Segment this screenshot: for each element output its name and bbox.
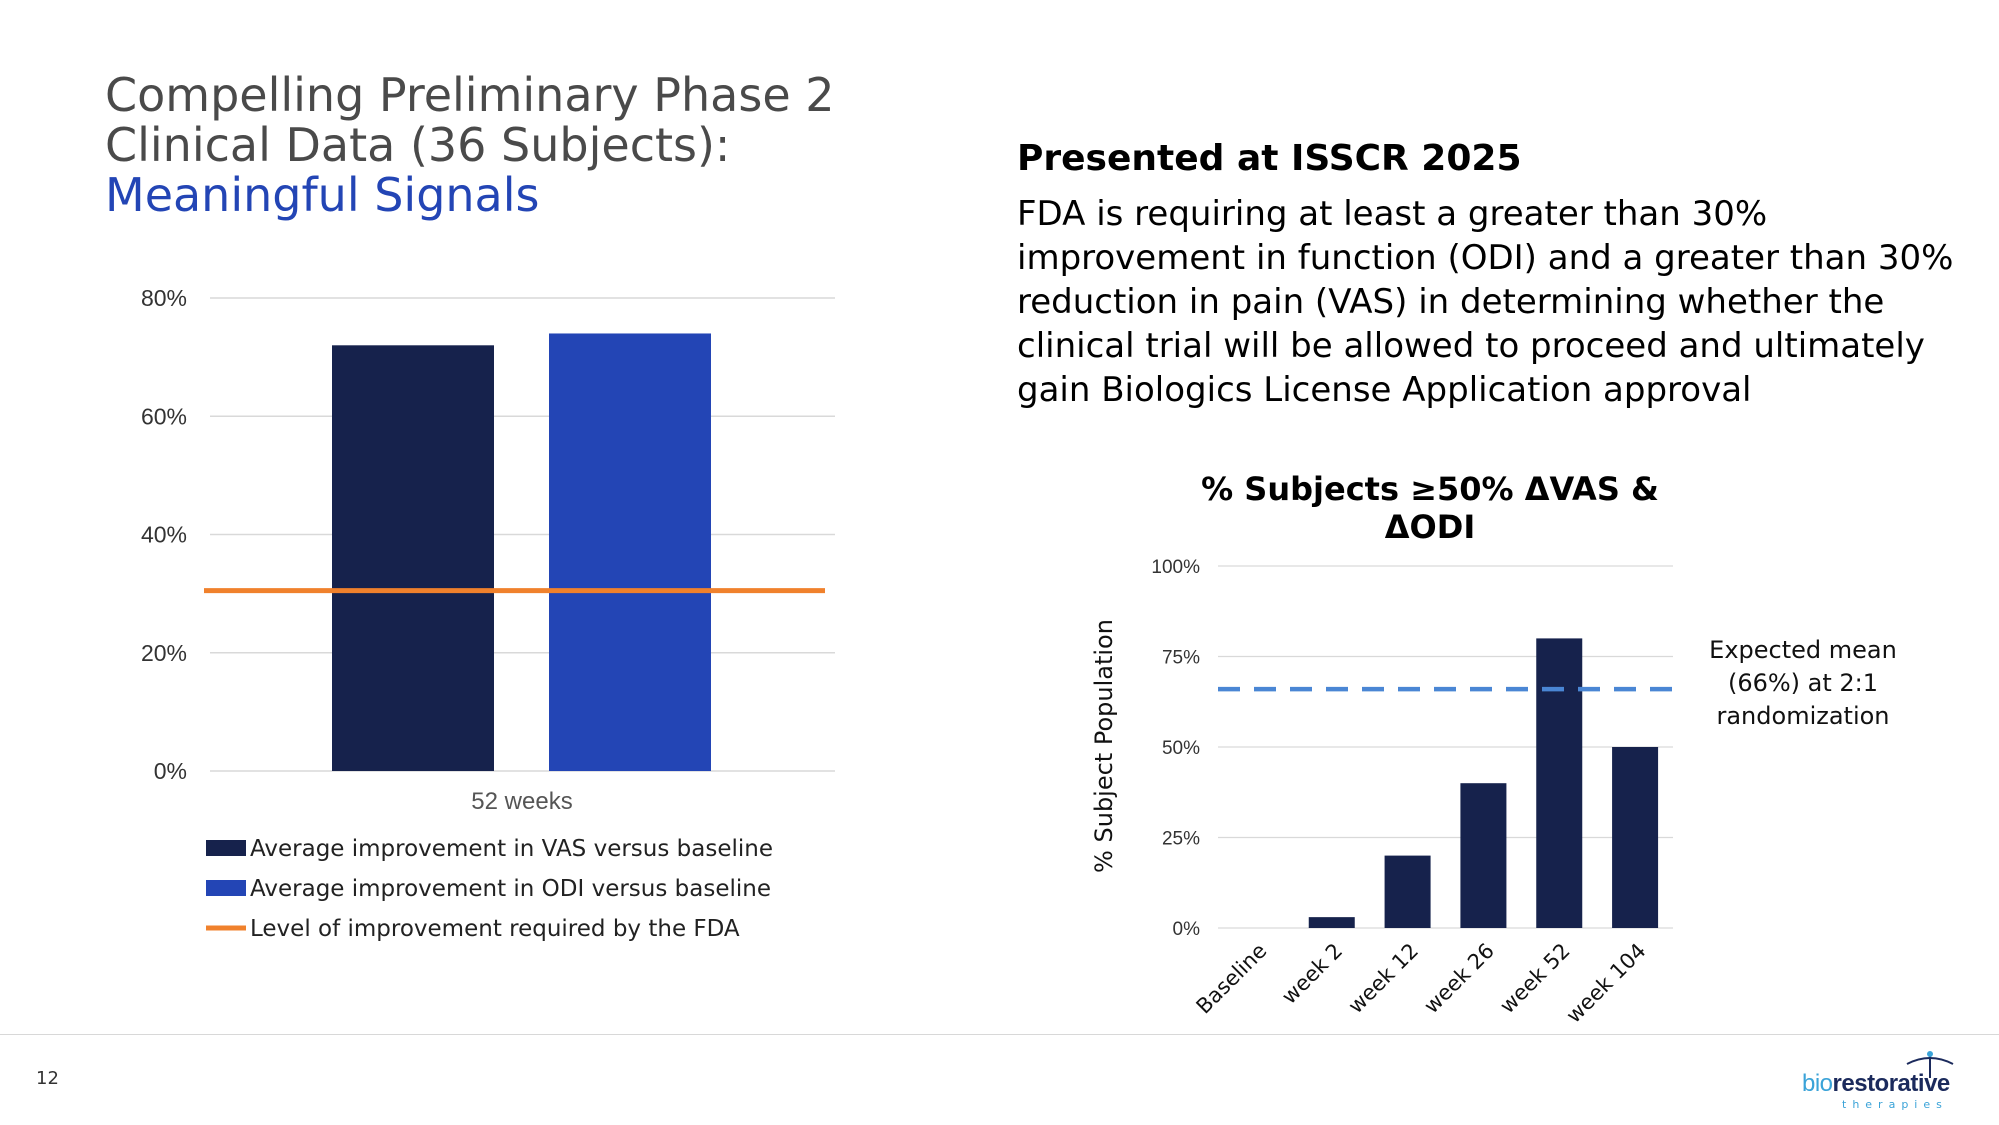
x-category-label: 52 weeks (471, 788, 572, 815)
page-number: 12 (36, 1068, 59, 1089)
y-tick-label: 0% (1173, 919, 1201, 940)
x-tick-label: week 104 (1562, 939, 1651, 1028)
logo-wordmark: biorestorative (1802, 1070, 1950, 1098)
chart2-title: % Subjects ≥50% ΔVAS & ΔODI (1201, 470, 1659, 546)
logo-subtitle: therapies (1842, 1098, 1948, 1111)
x-tick-label: week 26 (1419, 939, 1499, 1019)
y-tick-label: 50% (1162, 738, 1200, 759)
x-tick-label: week 12 (1344, 939, 1424, 1019)
company-logo: biorestorative therapies (1800, 1051, 1960, 1112)
chart-improvement: 0% 20% 40% 60% 80% 52 weeks Average improvemen… (141, 285, 835, 942)
x-tick-label: Baseline (1192, 939, 1272, 1019)
y-tick-label: 60% (141, 403, 187, 429)
logo-mark-icon (1906, 1051, 1954, 1078)
page-title: Compelling Preliminary Phase 2 Clinical … (105, 70, 905, 220)
legend-label: Average improvement in ODI versus baseli… (250, 876, 771, 902)
y-tick-label: 0% (154, 758, 187, 784)
x-tick-label: week 2 (1277, 939, 1347, 1009)
body-paragraph: FDA is requiring at least a greater than… (1017, 194, 1954, 410)
bar-vas (332, 345, 494, 771)
legend-label: Average improvement in VAS versus baseli… (250, 836, 773, 862)
title-line-1: Compelling Preliminary Phase 2 (105, 68, 835, 122)
x-tick-label: week 52 (1495, 939, 1575, 1019)
title-highlight: Meaningful Signals (105, 168, 540, 222)
annotation-line: Expected mean (1709, 636, 1897, 664)
logo-rest: restorative (1832, 1070, 1951, 1097)
bar (1612, 747, 1659, 928)
logo-bio: bio (1802, 1070, 1833, 1097)
legend-label: Level of improvement required by the FDA (250, 916, 740, 942)
y-tick-label: 100% (1151, 557, 1200, 578)
bar-odi (549, 333, 711, 771)
title-line-2: Clinical Data (36 Subjects): (105, 118, 731, 172)
annotation-line: (66%) at 2:1 (1728, 669, 1878, 697)
bar (1536, 638, 1583, 928)
bar (1308, 917, 1355, 928)
bar (1460, 783, 1507, 928)
annotation-line: randomization (1716, 702, 1889, 730)
legend-swatch (206, 840, 246, 856)
y-tick-label: 25% (1162, 829, 1200, 850)
legend-swatch (206, 880, 246, 896)
subheading: Presented at ISSCR 2025 (1017, 138, 1522, 179)
y-tick-label: 75% (1162, 648, 1200, 669)
y-axis-label: % Subject Population (1090, 619, 1118, 873)
y-tick-label: 80% (141, 285, 187, 311)
bar (1384, 855, 1431, 928)
y-tick-label: 20% (141, 640, 187, 666)
footer-divider (0, 1034, 1999, 1035)
y-tick-label: 40% (141, 522, 187, 548)
